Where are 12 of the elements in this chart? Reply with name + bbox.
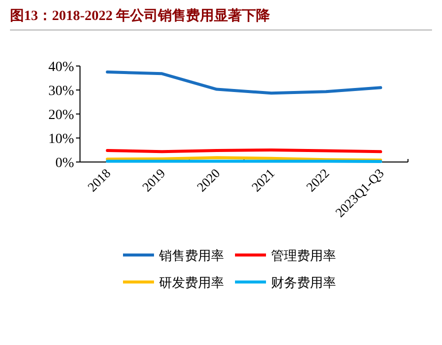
legend-label: 研发费用率 <box>159 275 224 290</box>
legend-label: 财务费用率 <box>271 275 336 290</box>
y-tick-label: 10% <box>48 132 74 147</box>
y-tick-label: 30% <box>48 84 74 99</box>
y-tick-label: 40% <box>48 60 74 75</box>
line-series <box>106 70 382 95</box>
legend-label: 销售费用率 <box>158 248 224 263</box>
x-tick-label: 2021 <box>248 166 278 195</box>
legend-label: 管理费用率 <box>271 248 336 263</box>
y-tick-label: 0% <box>55 156 74 171</box>
y-tick-label: 20% <box>48 108 74 123</box>
chart-title: 图13：2018-2022 年公司销售费用显著下降 <box>10 8 272 24</box>
